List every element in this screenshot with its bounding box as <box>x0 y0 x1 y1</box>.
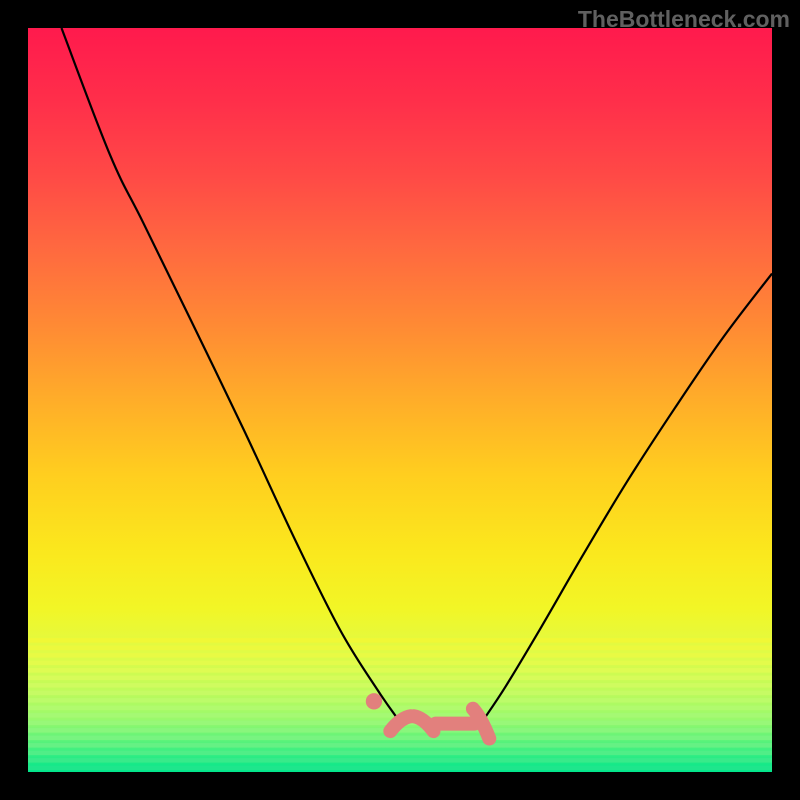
chart-root: TheBottleneck.com <box>0 0 800 800</box>
plot-background <box>28 28 772 772</box>
watermark-label: TheBottleneck.com <box>578 6 790 33</box>
